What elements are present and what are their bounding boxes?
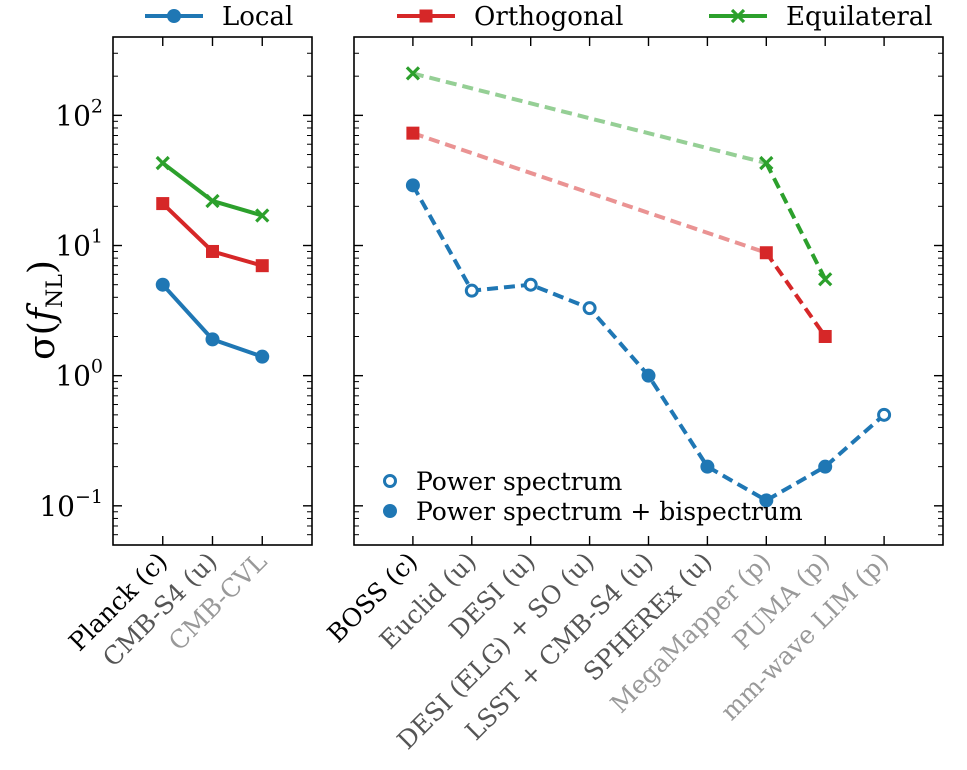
y-tick-label: 101: [55, 226, 103, 263]
legend-label-equilateral: Equilateral: [786, 2, 933, 32]
equilateral-series-line: [764, 162, 827, 281]
orthogonal-data-point: [156, 197, 170, 211]
equilateral-data-point: [205, 193, 220, 209]
local-data-point: [464, 283, 479, 298]
y-tick-label: 102: [55, 95, 103, 132]
legend-label-local: Local: [222, 2, 293, 32]
legend-label-power-bispectrum: Power spectrum + bispectrum: [416, 497, 803, 526]
legend-label-power-spectrum: Power spectrum: [416, 467, 623, 496]
orthogonal-data-point: [255, 259, 269, 273]
legend-label-orthogonal: Orthogonal: [474, 2, 623, 32]
axis-frame: [112, 36, 313, 546]
legend-marker-local: [167, 9, 181, 23]
legend-marker-orthogonal: [419, 9, 433, 23]
legend-open-circle: [383, 474, 397, 488]
local-data-point: [641, 368, 656, 383]
orthogonal-data-point: [206, 244, 219, 258]
y-axis-label: σ(fNL): [22, 260, 68, 360]
local-data-point: [582, 301, 597, 316]
local-data-point: [700, 459, 715, 474]
orthogonal-series-line: [412, 131, 767, 255]
y-tick-label: 10−1: [39, 486, 103, 523]
orthogonal-data-point: [406, 126, 420, 140]
local-data-point: [759, 493, 774, 508]
local-data-point: [877, 407, 892, 422]
local-data-point: [523, 277, 538, 292]
legend-filled-circle: [383, 504, 397, 518]
equilateral-data-point: [155, 155, 170, 171]
orthogonal-data-point: [818, 329, 832, 343]
orthogonal-series-line: [764, 251, 827, 338]
legend-marker-equilateral: [730, 8, 746, 24]
top-legend: Local Orthogonal Equilateral: [145, 2, 933, 32]
equilateral-data-point: [405, 66, 421, 81]
y-tick-label: 100: [55, 356, 103, 393]
local-data-point: [205, 332, 220, 347]
y-axis-label-text: σ(fNL): [22, 260, 68, 360]
equilateral-series-line: [412, 71, 767, 166]
equilateral-data-point: [818, 272, 833, 287]
local-data-point: [255, 349, 270, 364]
local-data-point: [818, 459, 833, 474]
local-data-point: [405, 178, 420, 193]
equilateral-data-point: [759, 155, 774, 171]
equilateral-series-line: [161, 161, 263, 218]
right-panel: BOSS (c)Euclid (u)DESI (u)DESI (ELG) + S…: [322, 36, 944, 755]
local-series-line: [411, 184, 886, 503]
local-data-point: [155, 277, 170, 292]
orthogonal-data-point: [759, 246, 773, 260]
equilateral-data-point: [255, 208, 270, 223]
